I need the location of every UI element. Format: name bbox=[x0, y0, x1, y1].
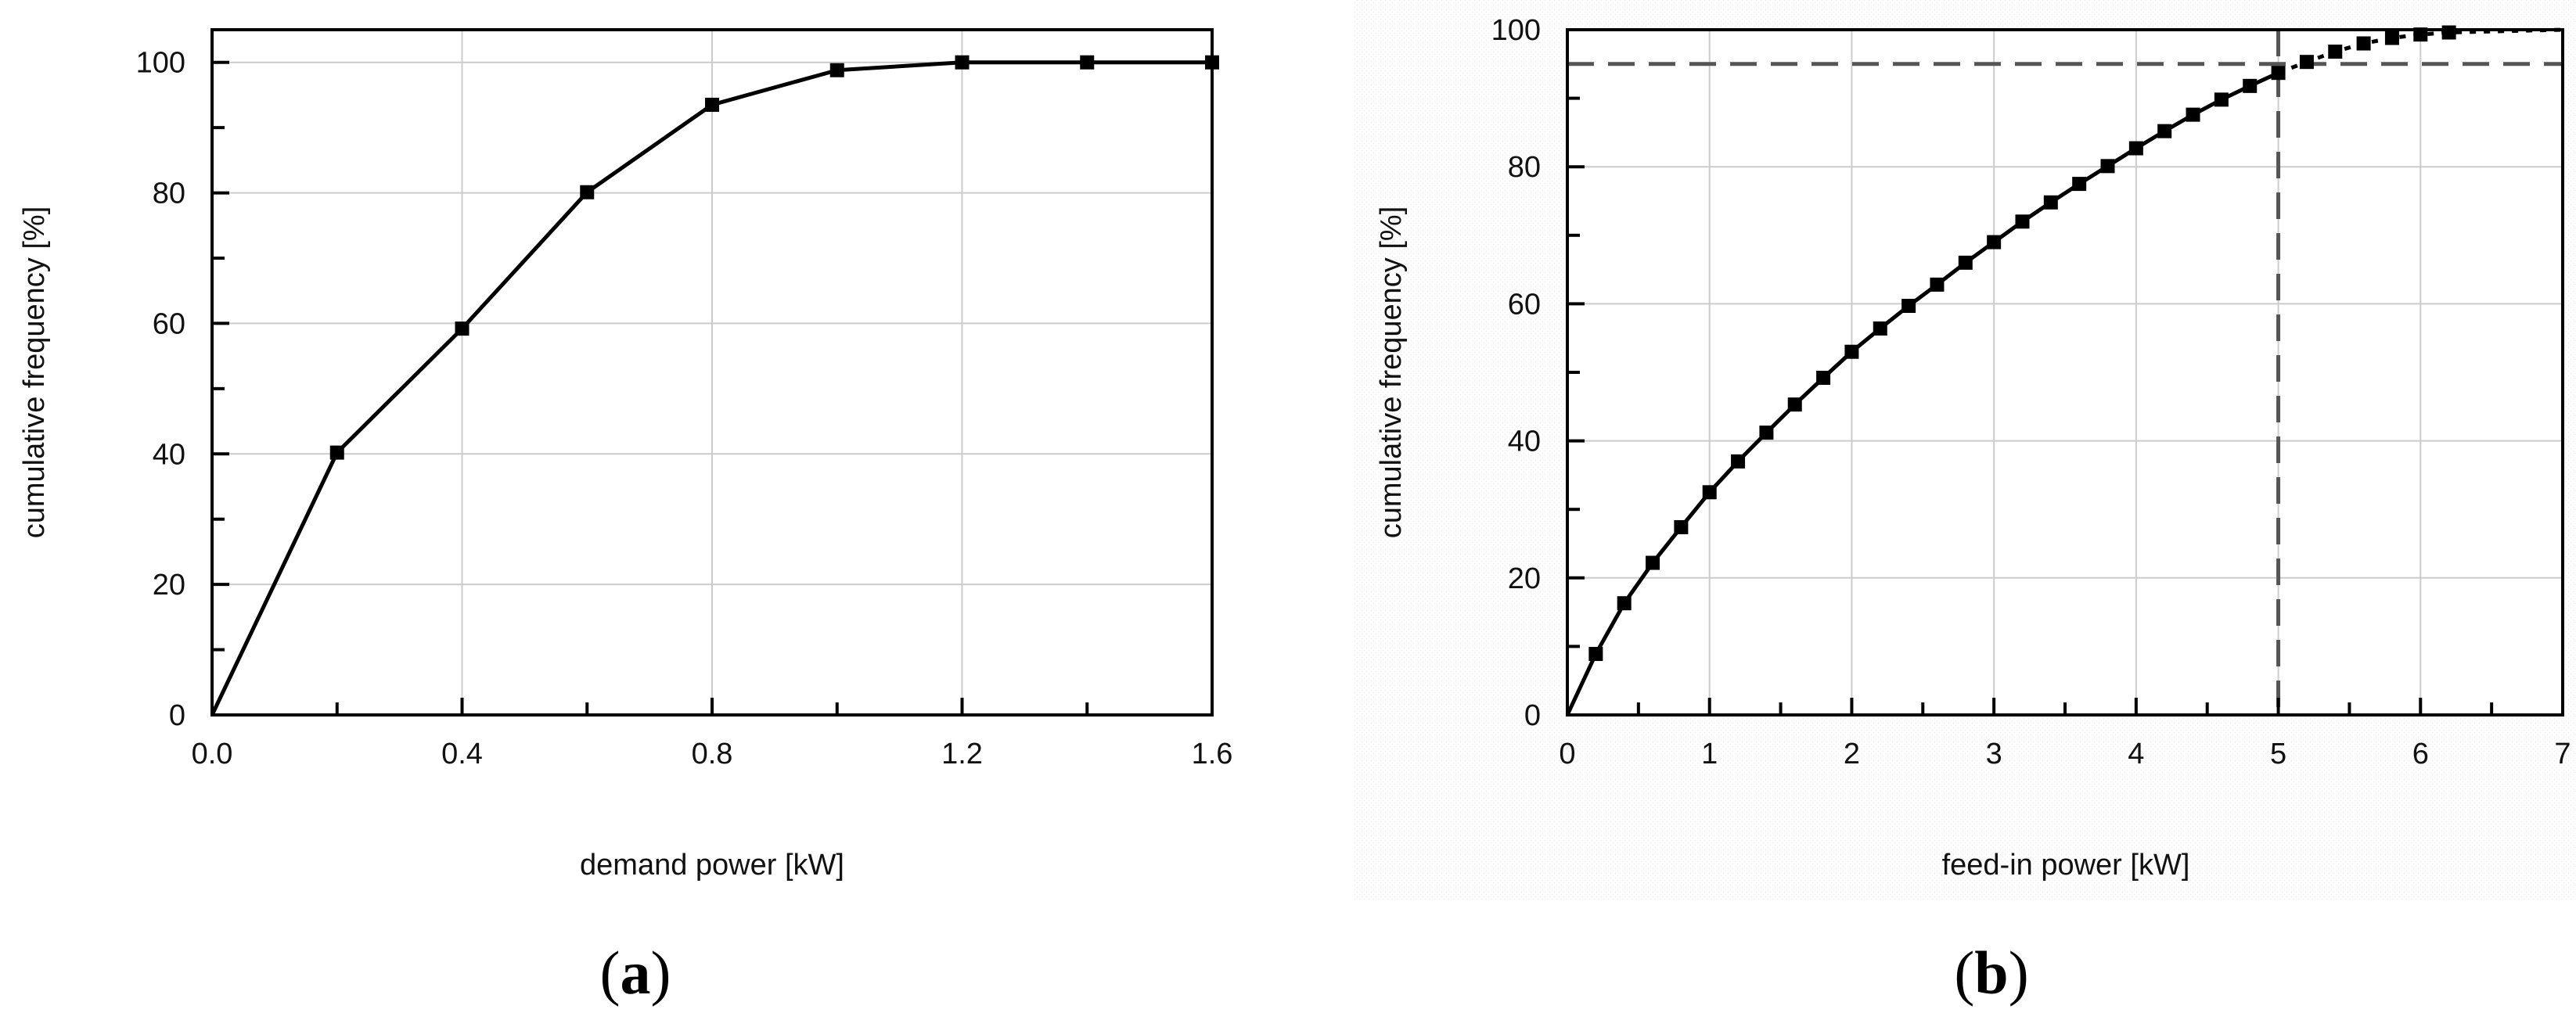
data-point-b-7 bbox=[1759, 426, 1774, 440]
data-point-a-1 bbox=[329, 445, 344, 460]
x-tick-label-b-0: 0 bbox=[1559, 738, 1575, 770]
x-tick-label-a-4: 1.6 bbox=[1192, 738, 1233, 770]
x-tick-label-b-3: 3 bbox=[1986, 738, 2002, 770]
data-point-b-24 bbox=[2243, 78, 2258, 93]
data-point-b-14 bbox=[1958, 255, 1973, 270]
y-tick-label-a-4: 80 bbox=[153, 178, 185, 210]
data-point-b-4 bbox=[1674, 519, 1689, 534]
y-tick-label-a-5: 100 bbox=[136, 47, 185, 80]
x-axis-label-a: demand power [kW] bbox=[580, 849, 844, 882]
data-point-b-15 bbox=[1987, 235, 2002, 250]
y-tick-label-a-3: 60 bbox=[153, 307, 185, 340]
panel-label-a-letter: a bbox=[621, 939, 651, 1007]
x-tick-label-b-7: 7 bbox=[2554, 738, 2571, 770]
panel-label-b: (b) bbox=[1954, 939, 2028, 1007]
x-axis-label-b: feed-in power [kW] bbox=[1942, 849, 2190, 882]
data-point-b-13 bbox=[1930, 277, 1945, 292]
data-point-b-20 bbox=[2128, 141, 2143, 156]
panel-label-b-open: ( bbox=[1954, 939, 1974, 1007]
ticks-b bbox=[1566, 28, 2564, 717]
y-tick-label-b-2: 40 bbox=[1508, 426, 1541, 458]
x-tick-label-a-3: 1.2 bbox=[941, 738, 983, 770]
y-axis-label-b: cumulative frequency [%] bbox=[1375, 207, 1408, 539]
x-tick-label-b-5: 5 bbox=[2270, 738, 2286, 770]
y-tick-label-b-5: 100 bbox=[1491, 14, 1541, 47]
data-point-b-11 bbox=[1873, 321, 1887, 336]
data-point-a-2 bbox=[455, 321, 470, 336]
data-point-b-22 bbox=[2186, 107, 2200, 122]
data-point-a-5 bbox=[829, 63, 844, 77]
data-point-b-5 bbox=[1702, 485, 1717, 500]
x-tick-label-b-6: 6 bbox=[2412, 738, 2429, 770]
panel-label-a: (a) bbox=[600, 939, 671, 1007]
data-point-b-1 bbox=[1588, 647, 1603, 662]
chart-panel-a: 0.0 0.4 0.8 1.2 1.6 0 20 40 60 80 100 demand powe… bbox=[18, 28, 1233, 1007]
y-tick-label-a-1: 20 bbox=[153, 569, 185, 602]
data-point-b-12 bbox=[1901, 299, 1916, 314]
data-point-b-6 bbox=[1731, 454, 1746, 469]
data-point-b-27 bbox=[2328, 45, 2343, 59]
ticks-a bbox=[210, 60, 1214, 717]
x-tick-label-b-2: 2 bbox=[1844, 738, 1860, 770]
data-point-b-10 bbox=[1844, 344, 1859, 359]
x-tick-labels-b: 0 1 2 3 4 5 6 7 bbox=[1559, 738, 2571, 770]
data-point-b-26 bbox=[2299, 55, 2314, 70]
y-tick-label-b-4: 80 bbox=[1508, 151, 1541, 184]
y-tick-label-a-2: 40 bbox=[153, 438, 185, 471]
data-point-b-23 bbox=[2214, 92, 2229, 107]
data-point-b-25 bbox=[2271, 66, 2286, 81]
data-point-b-19 bbox=[2100, 159, 2115, 174]
data-point-b-21 bbox=[2157, 124, 2172, 138]
data-point-b-18 bbox=[2072, 177, 2087, 192]
y-axis-label-a: cumulative frequency [%] bbox=[18, 207, 51, 539]
panel-label-b-letter: b bbox=[1974, 939, 2008, 1007]
panel-label-b-close: ) bbox=[2009, 939, 2029, 1007]
chart-panel-b: 0 1 2 3 4 5 6 7 0 20 40 60 80 100 feed-in power [kW]… bbox=[1354, 0, 2576, 1007]
y-tick-label-b-0: 0 bbox=[1524, 699, 1541, 732]
data-point-b-29 bbox=[2384, 31, 2399, 45]
data-point-a-3 bbox=[580, 185, 595, 199]
y-tick-labels-b: 0 20 40 60 80 100 bbox=[1491, 14, 1541, 732]
x-tick-label-a-1: 0.4 bbox=[441, 738, 483, 770]
x-tick-label-b-1: 1 bbox=[1701, 738, 1718, 770]
panel-label-a-open: ( bbox=[600, 939, 621, 1007]
data-point-b-16 bbox=[2015, 214, 2030, 229]
data-point-b-2 bbox=[1617, 596, 1632, 611]
x-tick-label-b-4: 4 bbox=[2128, 738, 2144, 770]
data-point-a-7 bbox=[1080, 55, 1095, 70]
data-point-a-4 bbox=[705, 97, 719, 112]
series-a bbox=[210, 55, 1219, 717]
plot-area-b bbox=[1567, 30, 2563, 715]
x-tick-label-a-2: 0.8 bbox=[692, 738, 733, 770]
y-tick-label-b-1: 20 bbox=[1508, 562, 1541, 595]
data-point-a-6 bbox=[955, 55, 970, 70]
data-point-b-31 bbox=[2441, 25, 2456, 40]
data-point-b-9 bbox=[1816, 371, 1831, 386]
y-tick-label-a-0: 0 bbox=[169, 699, 185, 732]
data-point-b-3 bbox=[1646, 555, 1660, 570]
panel-label-a-close: ) bbox=[651, 939, 671, 1007]
x-tick-labels-a: 0.0 0.4 0.8 1.2 1.6 bbox=[192, 738, 1233, 770]
x-tick-label-a-0: 0.0 bbox=[192, 738, 233, 770]
data-point-b-28 bbox=[2356, 36, 2371, 51]
y-tick-labels-a: 0 20 40 60 80 100 bbox=[136, 47, 185, 732]
data-point-b-8 bbox=[1787, 397, 1802, 412]
y-tick-label-b-3: 60 bbox=[1508, 288, 1541, 321]
data-point-b-17 bbox=[2043, 195, 2058, 210]
reference-lines-b bbox=[1567, 30, 2563, 715]
